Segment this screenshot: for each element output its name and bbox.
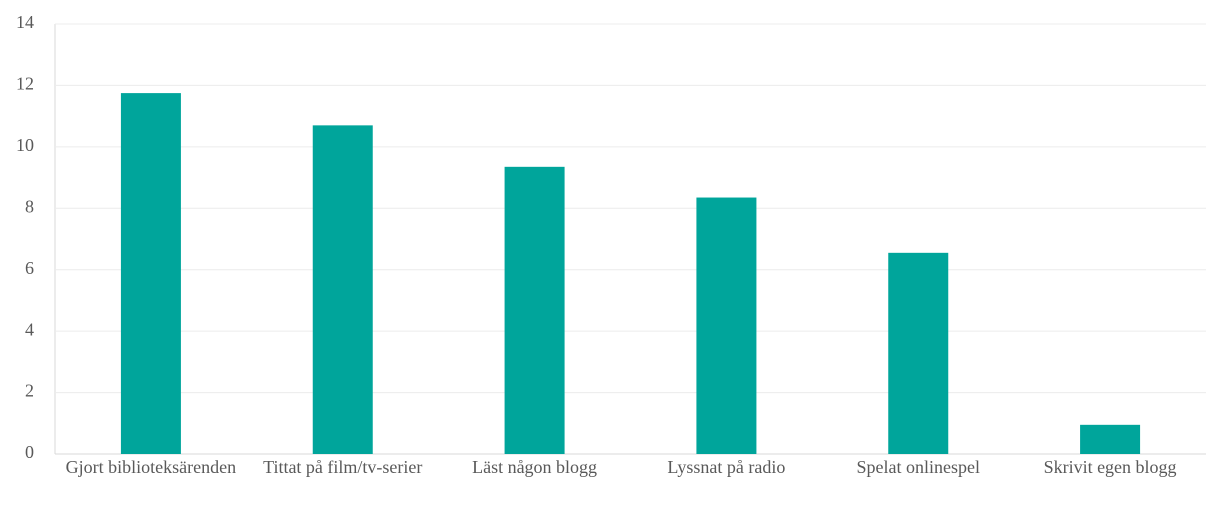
x-tick-label: Spelat onlinespel: [856, 457, 980, 477]
x-tick-label: Lyssnat på radio: [667, 457, 786, 477]
bar: [888, 252, 949, 454]
y-tick-label: 0: [25, 442, 34, 462]
y-tick-label: 4: [25, 319, 34, 339]
x-tick-label: Gjort biblioteksärenden: [65, 457, 237, 477]
bar: [696, 197, 757, 455]
x-tick-label: Tittat på film/tv-serier: [263, 457, 423, 477]
x-tick-label: Skrivit egen blogg: [1043, 457, 1177, 477]
y-tick-label: 14: [16, 12, 34, 32]
y-tick-label: 10: [16, 135, 34, 155]
y-tick-label: 8: [25, 196, 34, 216]
x-tick-label: Läst någon blogg: [472, 457, 598, 477]
y-tick-label: 6: [25, 258, 34, 278]
bar: [312, 125, 373, 454]
y-tick-label: 2: [25, 381, 34, 401]
bar: [120, 93, 181, 454]
bar: [1080, 424, 1141, 454]
bar: [504, 166, 565, 455]
y-tick-label: 12: [16, 74, 34, 94]
